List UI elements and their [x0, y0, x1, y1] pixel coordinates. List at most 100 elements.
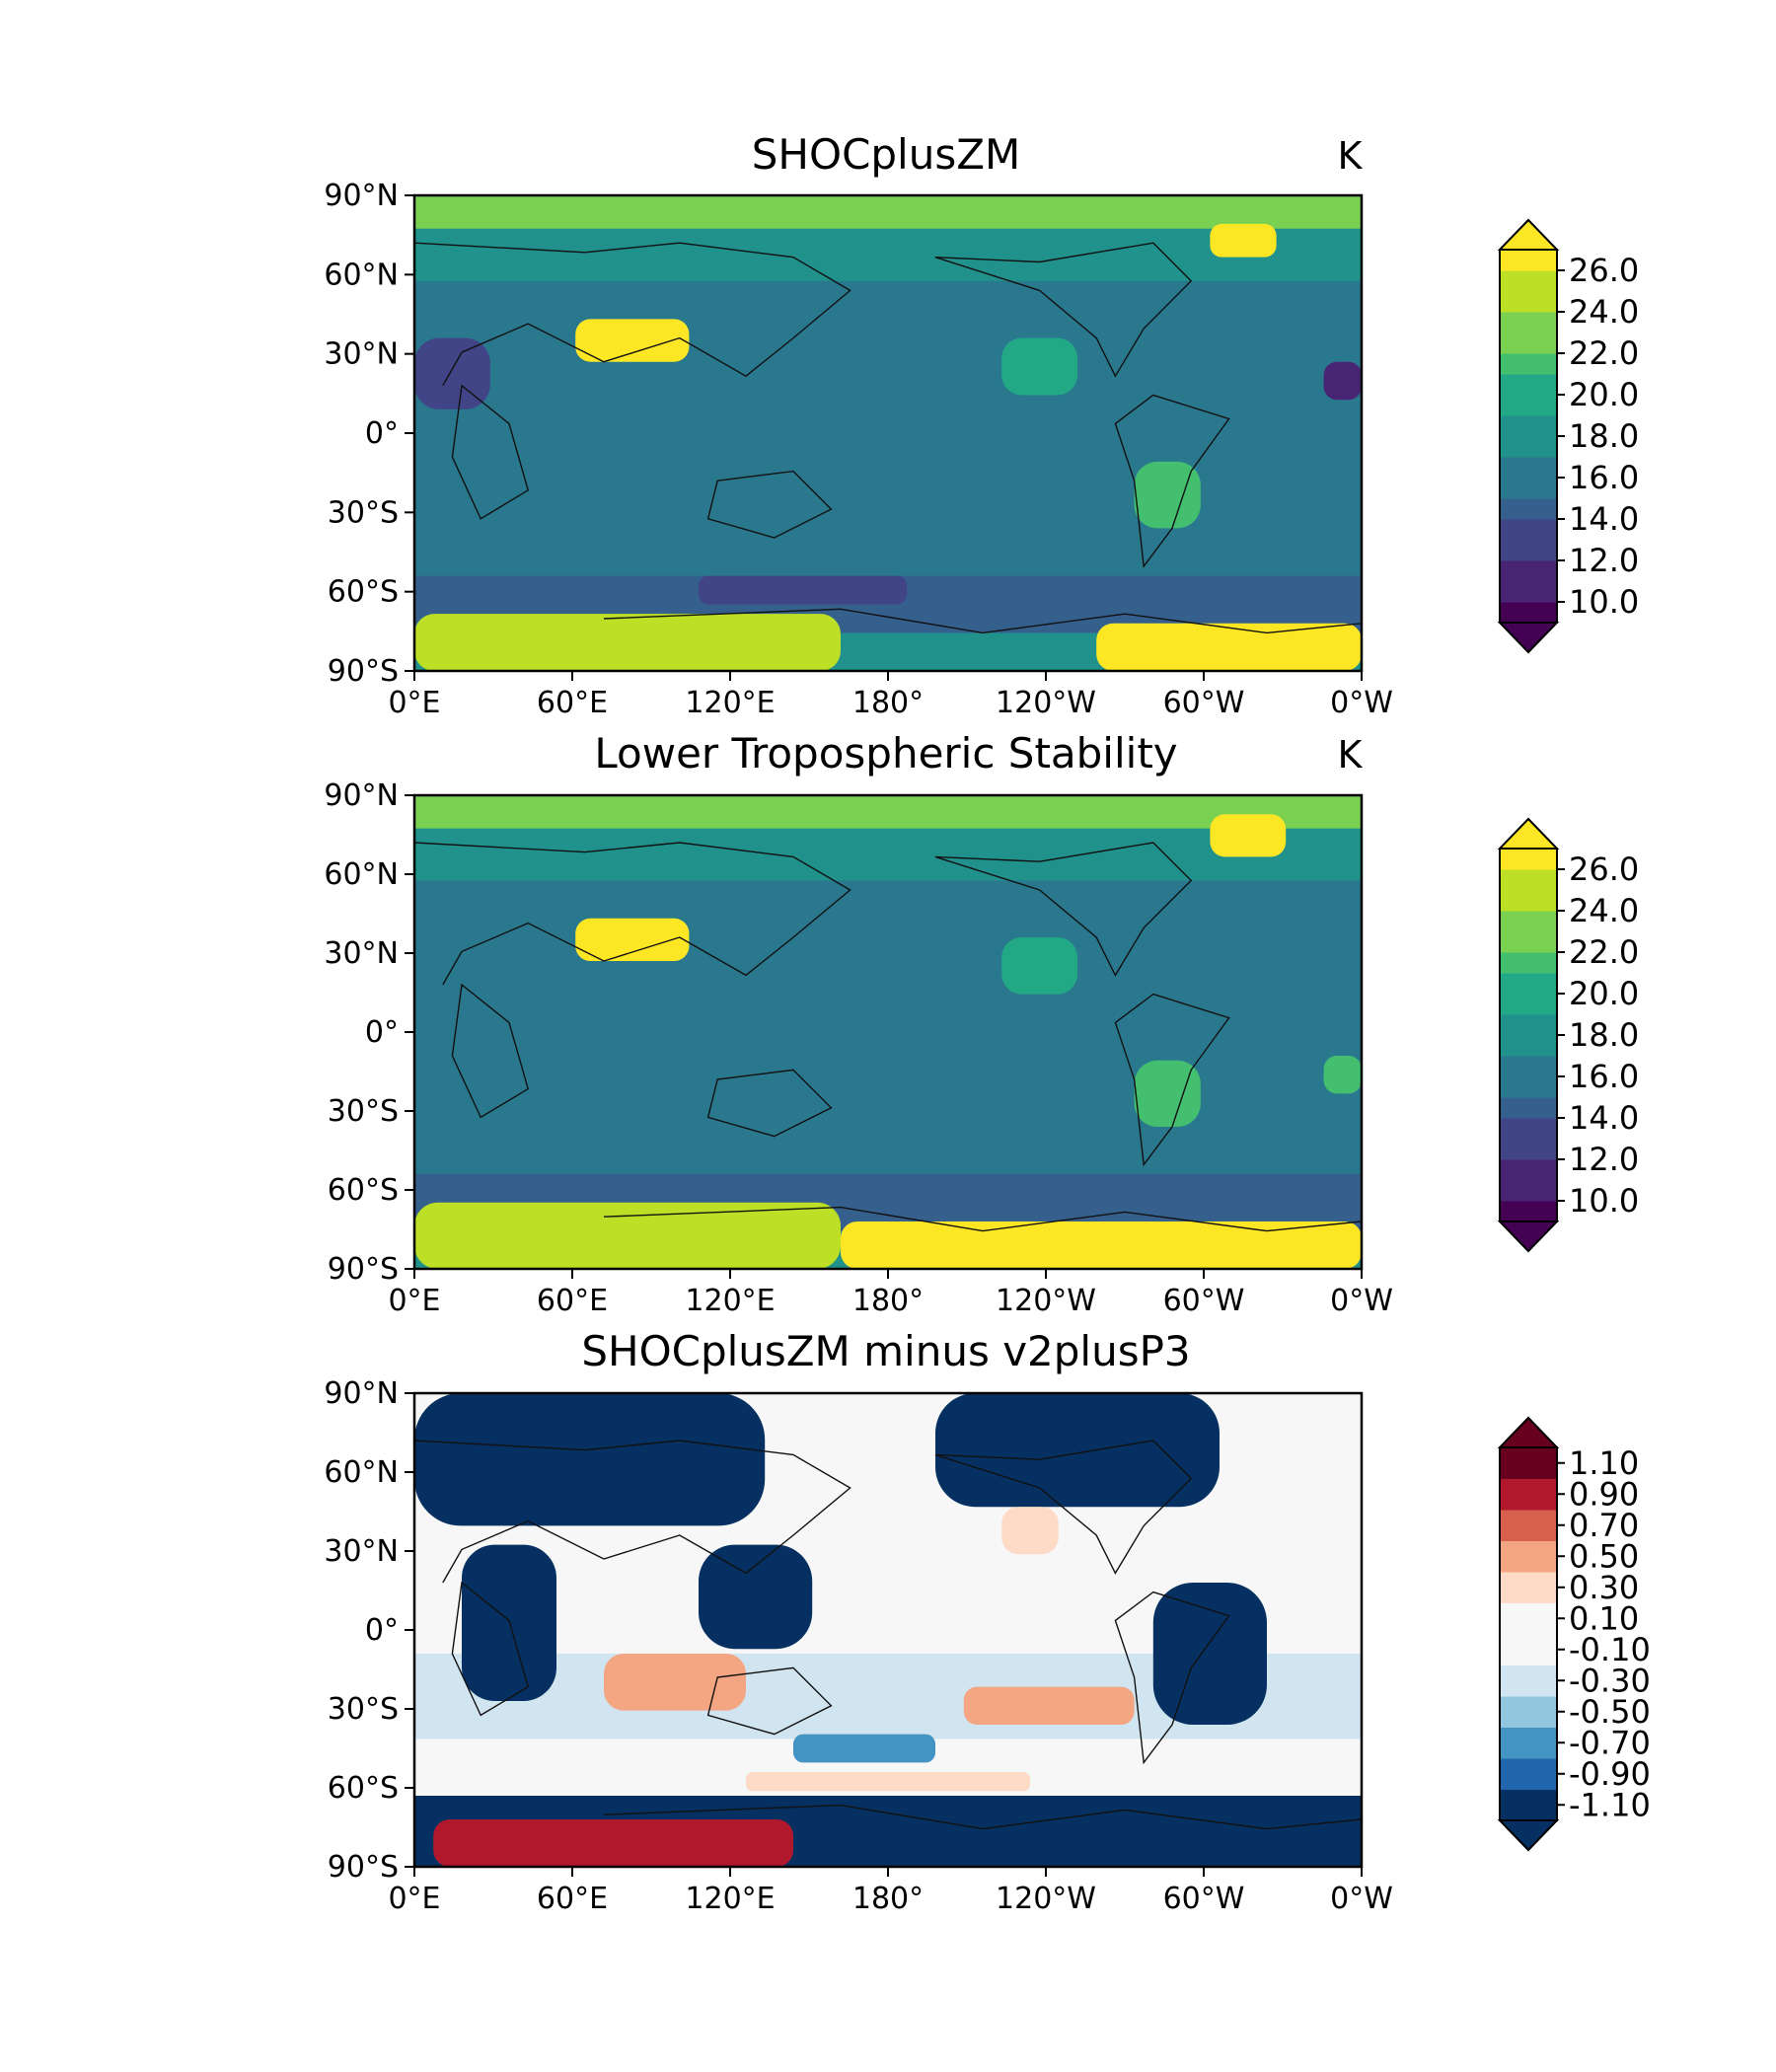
colorbar-segment — [1500, 436, 1557, 458]
colorbar-segment — [1500, 1447, 1557, 1479]
field-region — [414, 880, 1362, 1184]
lat-axis: 90°N 60°N 30°N 0° 30°S 60°S 90°S — [324, 778, 414, 1287]
colorbar-segment — [1500, 560, 1557, 582]
field-region — [414, 337, 490, 409]
colorbar-tick-label: -0.90 — [1569, 1755, 1651, 1793]
field-region — [433, 1819, 793, 1867]
panel-lower-tropospheric-stability: Lower Tropospheric Stability K 90°N 60°N 3… — [324, 729, 1639, 1318]
colorbar-tick-label: -0.70 — [1569, 1724, 1651, 1761]
coastline — [934, 1440, 1193, 1575]
lat-tick-label: 30°S — [328, 1692, 399, 1727]
field-region — [414, 195, 1362, 229]
colorbar-tick-label: -1.10 — [1569, 1786, 1651, 1823]
colorbar-segment — [1500, 1510, 1557, 1541]
colorbar-segment — [1500, 415, 1557, 437]
field-region — [575, 918, 690, 961]
colorbar-tick-label: 12.0 — [1569, 542, 1639, 579]
panel-shocpluszm: SHOCplusZM K 90°N60°N30°N0°30°S60°S90°S … — [324, 130, 1639, 720]
coastline — [603, 608, 1362, 634]
lon-tick-label: 180° — [852, 686, 924, 720]
coastline — [1114, 394, 1230, 568]
colorbar-segment — [1500, 602, 1557, 624]
panel-title: SHOCplusZM — [752, 130, 1020, 179]
lat-tick-label: 90°S — [328, 1252, 399, 1287]
lon-tick-label: 0°W — [1330, 686, 1393, 720]
colorbar-segment — [1500, 1758, 1557, 1790]
field-region — [793, 1734, 935, 1763]
colorbar: 26.024.022.020.018.016.014.012.010.0 — [1497, 817, 1639, 1253]
field-region — [414, 614, 841, 671]
colorbar-segment — [1500, 1035, 1557, 1057]
lat-tick-label: 60°N — [324, 857, 399, 892]
colorbar-segment — [1500, 519, 1557, 541]
field-region — [604, 1654, 746, 1711]
lon-tick-label: 180° — [852, 1882, 924, 1916]
colorbar-segment — [1500, 1201, 1557, 1222]
coastline — [414, 1440, 851, 1584]
colorbar-segment — [1500, 1540, 1557, 1573]
lon-tick-label: 0°W — [1330, 1284, 1393, 1318]
coastline — [451, 384, 530, 520]
colorbar-segment — [1500, 1602, 1557, 1635]
coastline — [414, 842, 851, 986]
colorbar-tick-label: 0.30 — [1569, 1569, 1639, 1606]
colorbar-segment — [1500, 952, 1557, 974]
coastline — [706, 1069, 833, 1138]
colorbar-tick-label: 12.0 — [1569, 1141, 1639, 1178]
field-region — [414, 1393, 766, 1526]
lon-tick-label: 120°E — [685, 686, 775, 720]
lon-tick-label: 0°E — [388, 1284, 440, 1318]
lon-tick-label: 120°W — [996, 1284, 1096, 1318]
field-region — [1210, 814, 1287, 857]
lon-tick-label: 180° — [852, 1284, 924, 1318]
colorbar-segment — [1500, 994, 1557, 1015]
lon-tick-label: 0°W — [1330, 1882, 1393, 1916]
lon-tick-label: 0°E — [388, 1882, 440, 1916]
lat-tick-label: 90°N — [324, 778, 399, 813]
lat-axis: 90°N 60°N 30°N 0° 30°S 60°S 90°S — [324, 1376, 414, 1885]
colorbar-segment — [1500, 291, 1557, 313]
colorbar-tick-label: 0.50 — [1569, 1537, 1639, 1575]
lat-tick-label: 90°N — [324, 179, 399, 213]
lon-tick-label: 60°W — [1163, 1882, 1245, 1916]
colorbar-tick-label: 22.0 — [1569, 334, 1639, 372]
colorbar-tick-label: 26.0 — [1569, 851, 1639, 888]
coastline — [706, 1666, 833, 1736]
lon-tick-label: 60°E — [537, 686, 608, 720]
colorbar-segment — [1500, 890, 1557, 912]
coastline — [706, 470, 833, 539]
colorbar: 26.024.022.020.018.016.014.012.010.0 — [1497, 218, 1639, 654]
lat-axis: 90°N 60°N 30°N 0° 30°S 60°S 90°S — [324, 179, 414, 689]
field-region — [1001, 1507, 1059, 1555]
colorbar-segment — [1500, 1696, 1557, 1728]
coastline — [1114, 1591, 1230, 1765]
coastline — [414, 242, 851, 387]
field-region — [1001, 937, 1077, 995]
colorbar-segment — [1500, 1665, 1557, 1697]
lat-tick-label: 0° — [365, 1613, 399, 1648]
lon-tick-label: 60°W — [1163, 1284, 1245, 1318]
lon-tick-label: 60°E — [537, 1284, 608, 1318]
lat-tick-label: 60°N — [324, 258, 399, 292]
colorbar-segment — [1500, 869, 1557, 891]
colorbar-segment — [1500, 1076, 1557, 1098]
colorbar-tick-label: 18.0 — [1569, 417, 1639, 455]
lat-tick-label: 30°N — [324, 337, 399, 372]
lon-tick-label: 120°W — [996, 686, 1096, 720]
colorbar-tick-label: -0.50 — [1569, 1693, 1651, 1731]
colorbar-tick-label: 0.10 — [1569, 1599, 1639, 1637]
colorbar-tick-label: 26.0 — [1569, 252, 1639, 289]
colorbar-segment — [1500, 1056, 1557, 1077]
colorbar-tick-label: 16.0 — [1569, 459, 1639, 496]
lon-axis: 0°E 60°E 120°E 180° 120°W 60°W 0°W — [388, 1867, 1393, 1916]
lat-tick-label: 60°S — [328, 575, 399, 610]
coastline — [603, 1206, 1362, 1232]
colorbar-segment — [1500, 1789, 1557, 1821]
colorbar-segment — [1500, 973, 1557, 995]
colorbar-tick-label: 20.0 — [1569, 975, 1639, 1012]
lon-tick-label: 120°E — [685, 1882, 775, 1916]
colorbar-segment — [1500, 478, 1557, 499]
colorbar-segment — [1500, 1634, 1557, 1665]
field-region — [699, 1544, 813, 1650]
colorbar-tick-label: 10.0 — [1569, 583, 1639, 621]
